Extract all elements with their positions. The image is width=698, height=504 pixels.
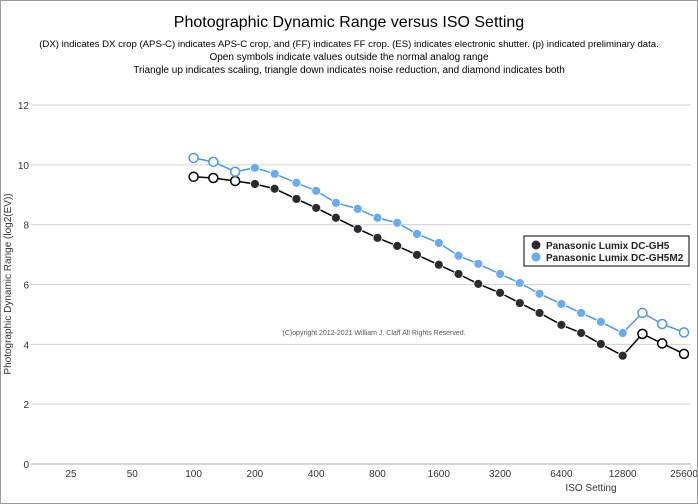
data-point[interactable]	[576, 308, 587, 318]
y-tick-label: 2	[23, 400, 29, 411]
data-point[interactable]	[453, 269, 464, 279]
data-point[interactable]	[249, 162, 260, 173]
data-point[interactable]	[188, 152, 199, 164]
data-point[interactable]	[372, 232, 383, 243]
data-point[interactable]	[269, 183, 280, 194]
x-tick-label: 6400	[550, 469, 573, 480]
x-tick-label: 400	[308, 469, 325, 480]
y-tick-label: 10	[18, 161, 30, 172]
data-point[interactable]	[412, 229, 422, 239]
data-point[interactable]	[473, 258, 484, 269]
data-point[interactable]	[617, 328, 628, 338]
data-point[interactable]	[595, 339, 606, 349]
legend-marker-gh5m2	[531, 252, 541, 262]
data-point[interactable]	[453, 250, 464, 261]
legend-marker-gh5	[531, 240, 541, 250]
y-tick-label: 0	[23, 460, 29, 471]
chart-subtitle-1: (DX) indicates DX crop (APS-C) indicates…	[39, 39, 659, 50]
x-tick-label: 25600	[670, 469, 697, 480]
legend: Panasonic Lumix DC-GH5 Panasonic Lumix D…	[523, 235, 690, 267]
data-point[interactable]	[556, 319, 567, 330]
data-point[interactable]	[331, 197, 341, 208]
chart-title: Photographic Dynamic Range versus ISO Se…	[174, 14, 524, 31]
data-point[interactable]	[495, 269, 506, 279]
data-point[interactable]	[617, 350, 628, 361]
data-point[interactable]	[656, 338, 668, 349]
data-point[interactable]	[678, 327, 690, 338]
data-point[interactable]	[229, 166, 241, 177]
data-point[interactable]	[473, 279, 484, 289]
data-point[interactable]	[534, 308, 545, 318]
data-point[interactable]	[311, 203, 322, 213]
data-point[interactable]	[188, 171, 199, 183]
y-tick-label: 8	[23, 221, 29, 232]
data-point[interactable]	[678, 348, 690, 360]
data-point[interactable]	[229, 175, 241, 187]
data-point[interactable]	[595, 316, 606, 327]
copyright-annotation: (C)opyright 2012-2021 William J. Claff A…	[282, 330, 465, 337]
data-point[interactable]	[637, 307, 648, 319]
legend-item-gh5[interactable]: Panasonic Lumix DC-GH5	[546, 241, 670, 252]
data-point[interactable]	[392, 217, 403, 228]
y-tick-label: 6	[23, 281, 29, 292]
data-point[interactable]	[249, 179, 260, 189]
x-tick-label: 50	[127, 469, 139, 480]
data-point[interactable]	[514, 298, 525, 308]
data-point[interactable]	[412, 249, 422, 260]
data-point[interactable]	[637, 328, 648, 340]
data-point[interactable]	[291, 177, 302, 188]
data-point[interactable]	[556, 299, 567, 309]
data-point[interactable]	[433, 238, 444, 248]
data-point[interactable]	[291, 194, 302, 204]
data-point[interactable]	[352, 223, 363, 234]
data-point[interactable]	[331, 212, 341, 223]
x-tick-label: 100	[185, 469, 202, 480]
data-point[interactable]	[208, 156, 219, 168]
legend-item-gh5m2[interactable]: Panasonic Lumix DC-GH5M2	[546, 253, 684, 264]
x-tick-label: 1600	[428, 469, 451, 480]
x-tick-label: 200	[247, 469, 264, 480]
y-tick-label: 4	[23, 340, 29, 351]
y-axis-label: Photographic Dynamic Range (log2(EV))	[3, 193, 14, 374]
data-point[interactable]	[576, 328, 587, 338]
data-point[interactable]	[514, 278, 525, 288]
chart-subtitle-2: Open symbols indicate values outside the…	[209, 52, 488, 63]
data-point[interactable]	[392, 241, 403, 251]
data-point[interactable]	[311, 185, 322, 196]
data-point[interactable]	[269, 168, 280, 179]
data-point[interactable]	[534, 288, 545, 299]
x-tick-label: 3200	[489, 469, 512, 480]
x-axis-label: ISO Setting	[565, 483, 616, 494]
x-tick-label: 800	[369, 469, 386, 480]
data-point[interactable]	[656, 318, 668, 330]
y-tick-label: 12	[18, 101, 30, 112]
data-point[interactable]	[372, 212, 383, 223]
data-point[interactable]	[352, 203, 363, 214]
data-point[interactable]	[208, 172, 219, 184]
x-tick-label: 25	[65, 469, 77, 480]
data-point[interactable]	[495, 287, 506, 298]
x-tick-label: 12800	[609, 469, 637, 480]
data-point[interactable]	[433, 259, 444, 270]
chart-subtitle-3: Triangle up indicates scaling, triangle …	[133, 65, 565, 76]
